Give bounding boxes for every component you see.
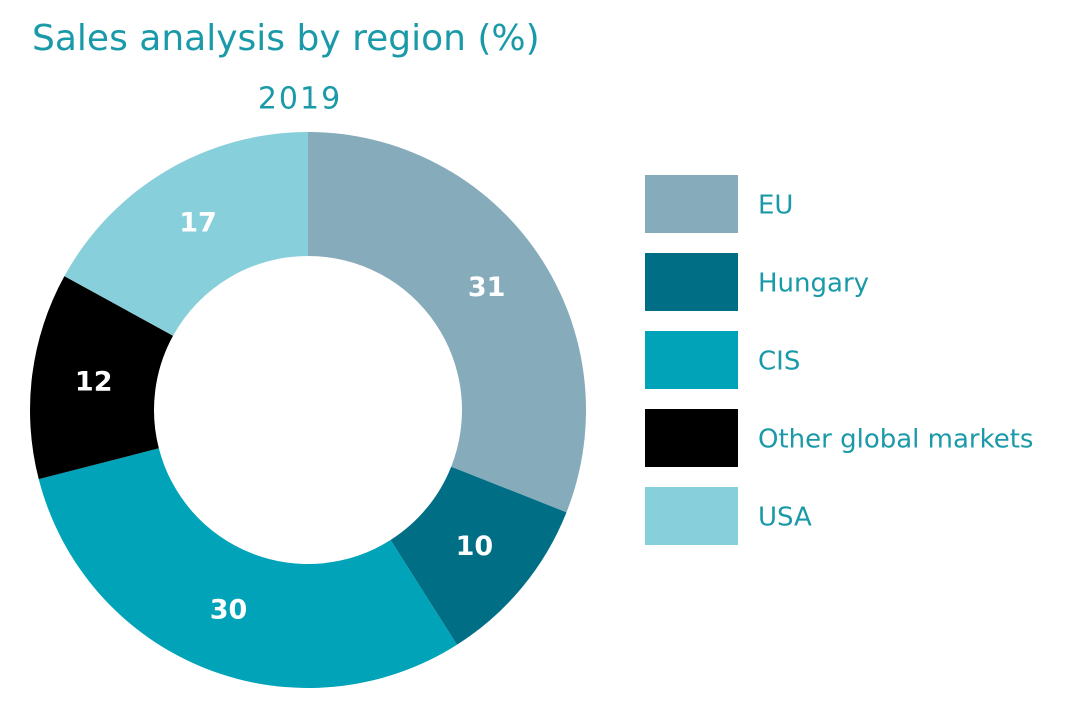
donut-segment [64, 132, 308, 336]
legend-label: Hungary [758, 269, 869, 299]
legend-swatch [645, 487, 738, 545]
legend-label: USA [758, 503, 812, 533]
donut-segment [38, 448, 457, 688]
data-label: 30 [210, 594, 248, 625]
chart-title: Sales analysis by region (%) [32, 18, 540, 59]
data-label: 12 [75, 366, 113, 397]
data-label: 10 [456, 531, 494, 562]
legend-swatch [645, 175, 738, 233]
donut-segment [390, 466, 567, 645]
data-label: 31 [468, 272, 506, 303]
legend-label: CIS [758, 347, 800, 377]
legend-swatch [645, 253, 738, 311]
donut-segment [29, 276, 174, 480]
legend-swatch [645, 409, 738, 467]
data-label: 17 [179, 208, 217, 239]
legend-label: EU [758, 191, 793, 221]
donut-segment [308, 132, 586, 513]
legend-label: Other global markets [758, 425, 1033, 455]
chart-subtitle: 2019 [258, 82, 342, 117]
legend-swatch [645, 331, 738, 389]
